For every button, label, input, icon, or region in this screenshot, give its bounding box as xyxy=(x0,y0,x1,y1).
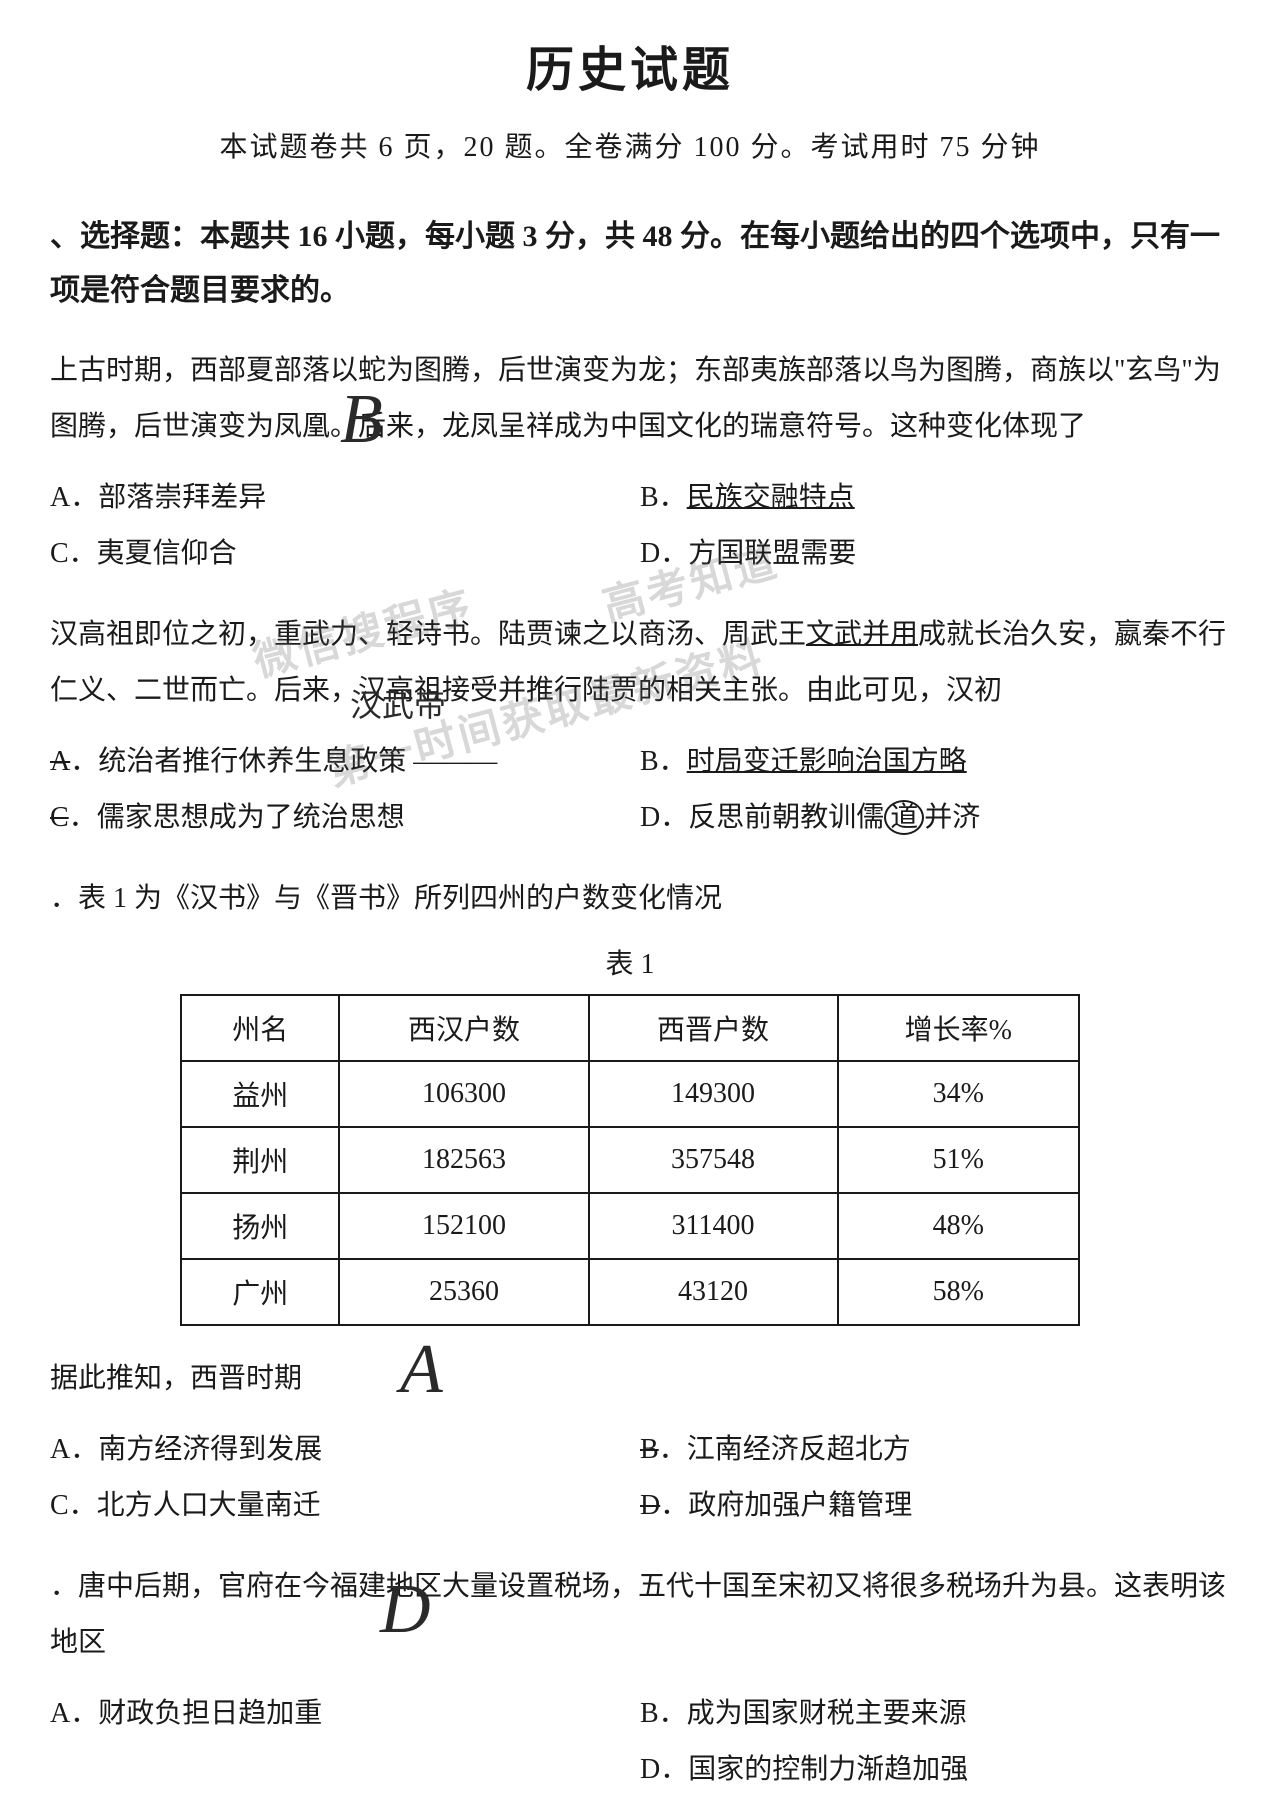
table-row: 广州 25360 43120 58% xyxy=(181,1259,1079,1325)
table-cell: 149300 xyxy=(589,1061,838,1127)
question-2-options: A．统治者推行休养生息政策 ——— B．时局变迁影响治国方略 C．儒家思想成为了… xyxy=(30,734,1230,846)
table-1-caption: 表 1 xyxy=(30,942,1230,982)
question-1-options: A．部落崇拜差异 B．民族交融特点 C．夷夏信仰合 D．方国联盟需要 xyxy=(30,470,1230,582)
q2-option-c-strike: C xyxy=(50,802,69,833)
table-header-row: 州名 西汉户数 西晋户数 增长率% xyxy=(181,995,1079,1061)
table-cell: 益州 xyxy=(181,1061,339,1127)
table-col-1: 西汉户数 xyxy=(339,995,588,1061)
q2-circled-text: 道 xyxy=(884,800,924,835)
q2-option-a-strike: A xyxy=(50,746,70,777)
question-3-followup: 据此推知，西晋时期 xyxy=(30,1351,1230,1407)
q1-option-d: D．方国联盟需要 xyxy=(640,526,1230,582)
q1-option-c: C．夷夏信仰合 xyxy=(50,526,640,582)
exam-title: 历史试题 xyxy=(30,30,1230,100)
q4-option-a: A．财政负担日趋加重 xyxy=(50,1686,640,1742)
table-col-0: 州名 xyxy=(181,995,339,1061)
table-cell: 43120 xyxy=(589,1259,838,1325)
q4-handwritten-answer: D xyxy=(380,1570,431,1650)
q2-underline-1: 文武并用 xyxy=(806,619,918,650)
table-cell: 106300 xyxy=(339,1061,588,1127)
q1-handwritten-answer: B xyxy=(340,380,383,460)
q3-b-strike: B xyxy=(640,1434,659,1465)
table-row: 益州 106300 149300 34% xyxy=(181,1061,1079,1127)
table-cell: 34% xyxy=(838,1061,1079,1127)
q3-option-a: A．南方经济得到发展 xyxy=(50,1422,640,1478)
table-cell: 58% xyxy=(838,1259,1079,1325)
q3-option-d: D．政府加强户籍管理 xyxy=(640,1478,1230,1534)
q3-d-strike: D xyxy=(640,1490,660,1521)
q1-option-a: A．部落崇拜差异 xyxy=(50,470,640,526)
q4-option-b: B．成为国家财税主要来源 xyxy=(640,1686,1230,1742)
question-2-text: 汉高祖即位之初，重武力、轻诗书。陆贾谏之以商汤、周武王文武并用成就长治久安，嬴秦… xyxy=(30,607,1230,719)
q2-option-d: D．反思前朝教训儒道并济 xyxy=(640,790,1230,846)
table-cell: 152100 xyxy=(339,1193,588,1259)
section-1-heading: 、选择题：本题共 16 小题，每小题 3 分，共 48 分。在每小题给出的四个选… xyxy=(30,210,1230,318)
q2-handwritten-note: 汉武帝 xyxy=(350,680,446,726)
question-3-options: A．南方经济得到发展 B．江南经济反超北方 C．北方人口大量南迁 D．政府加强户… xyxy=(30,1422,1230,1534)
table-cell: 51% xyxy=(838,1127,1079,1193)
table-cell: 48% xyxy=(838,1193,1079,1259)
q2-option-c: C．儒家思想成为了统治思想 xyxy=(50,790,640,846)
table-cell: 182563 xyxy=(339,1127,588,1193)
table-cell: 扬州 xyxy=(181,1193,339,1259)
table-1: 州名 西汉户数 西晋户数 增长率% 益州 106300 149300 34% 荆… xyxy=(180,994,1080,1326)
question-4-options: A．财政负担日趋加重 B．成为国家财税主要来源 D．国家的控制力渐趋加强 xyxy=(30,1686,1230,1798)
table-cell: 荆州 xyxy=(181,1127,339,1193)
q4-option-c xyxy=(50,1742,640,1798)
q3-option-c: C．北方人口大量南迁 xyxy=(50,1478,640,1534)
q1-option-b: B．民族交融特点 xyxy=(640,470,1230,526)
table-col-3: 增长率% xyxy=(838,995,1079,1061)
q4-option-d: D．国家的控制力渐趋加强 xyxy=(640,1742,1230,1798)
question-4-text: ．唐中后期，官府在今福建地区大量设置税场，五代十国至宋初又将很多税场升为县。这表… xyxy=(30,1559,1230,1671)
table-cell: 311400 xyxy=(589,1193,838,1259)
table-row: 荆州 182563 357548 51% xyxy=(181,1127,1079,1193)
q2-option-b-underline: 时局变迁影响治国方略 xyxy=(687,746,967,777)
table-row: 扬州 152100 311400 48% xyxy=(181,1193,1079,1259)
q2-option-a: A．统治者推行休养生息政策 ——— xyxy=(50,734,640,790)
table-cell: 25360 xyxy=(339,1259,588,1325)
question-1-text: 上古时期，西部夏部落以蛇为图腾，后世演变为龙；东部夷族部落以鸟为图腾，商族以"玄… xyxy=(30,343,1230,455)
exam-subtitle: 本试题卷共 6 页，20 题。全卷满分 100 分。考试用时 75 分钟 xyxy=(30,125,1230,165)
table-cell: 广州 xyxy=(181,1259,339,1325)
q3-handwritten-answer: A xyxy=(400,1330,443,1410)
table-cell: 357548 xyxy=(589,1127,838,1193)
q2-option-b: B．时局变迁影响治国方略 xyxy=(640,734,1230,790)
table-col-2: 西晋户数 xyxy=(589,995,838,1061)
q3-option-b: B．江南经济反超北方 xyxy=(640,1422,1230,1478)
question-3-text: ．表 1 为《汉书》与《晋书》所列四州的户数变化情况 xyxy=(30,871,1230,927)
q1-option-b-text: 民族交融特点 xyxy=(687,482,855,513)
